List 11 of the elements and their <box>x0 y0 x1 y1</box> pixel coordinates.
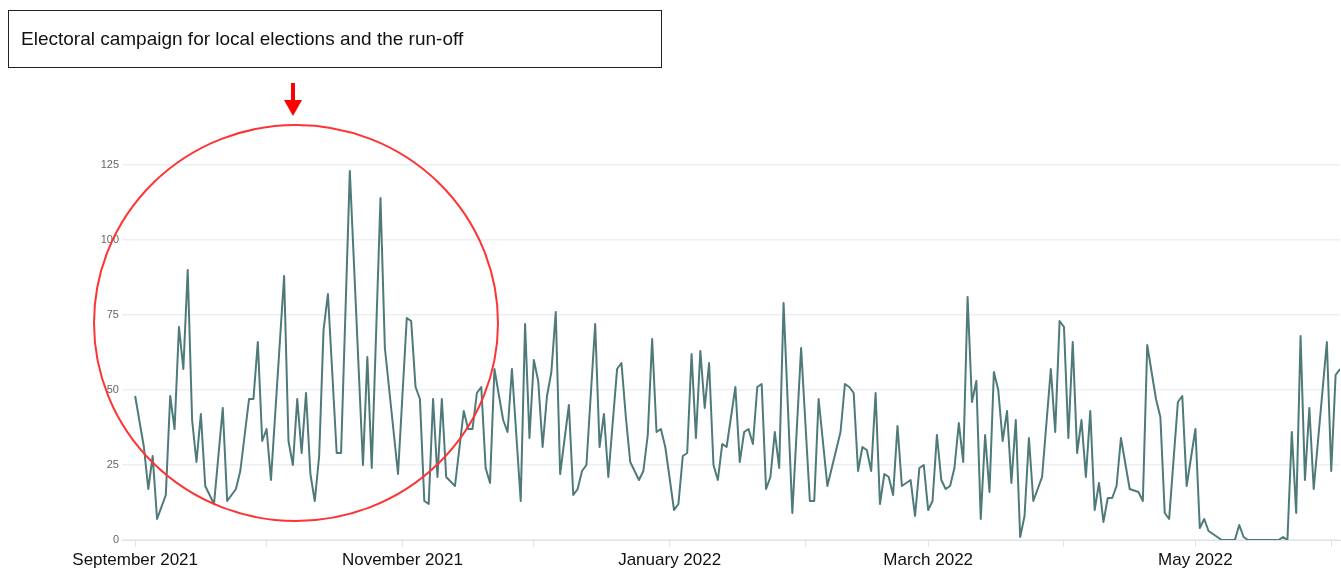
x-tick-label: May 2022 <box>1158 549 1233 569</box>
x-tick-label: September 2021 <box>72 549 198 569</box>
x-tick-label: January 2022 <box>618 549 722 569</box>
x-tick-label: November 2021 <box>341 549 463 569</box>
text: Electoral campaign for local elections and the run-off <box>8 10 662 68</box>
y-tick-label: 50 <box>106 383 119 396</box>
y-tick-label: 125 <box>100 158 119 171</box>
x-tick-label: March 2022 <box>883 549 974 569</box>
y-tick-label: 0 <box>112 533 119 546</box>
y-tick-label: 25 <box>106 458 119 471</box>
y-tick-label: 75 <box>106 308 119 321</box>
